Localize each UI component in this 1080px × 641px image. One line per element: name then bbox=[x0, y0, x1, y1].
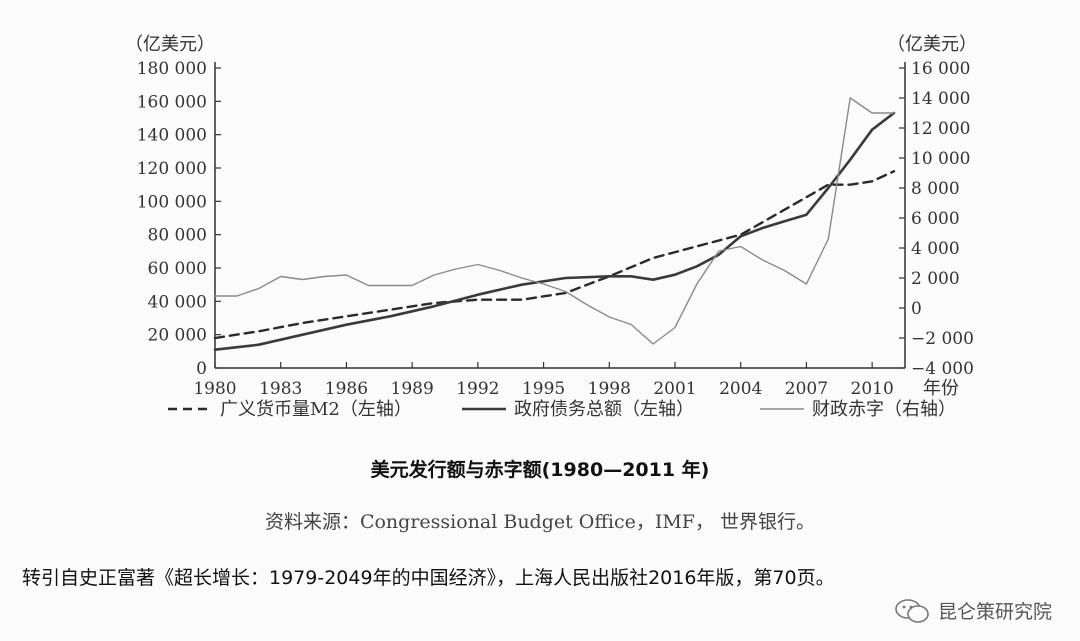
axes: 0 20 000 40 000 60 000 80 000 100 000 120 000 1… bbox=[125, 34, 977, 399]
right-tick-label: 8 000 bbox=[911, 179, 960, 199]
series-m2-line bbox=[213, 170, 896, 340]
legend-label: 政府债务总额（左轴） bbox=[514, 399, 694, 420]
brand-watermark: 昆仑策研究院 bbox=[894, 597, 1052, 624]
left-tick-label: 160 000 bbox=[137, 92, 207, 112]
chart: 0 20 000 40 000 60 000 80 000 100 000 120 000 1… bbox=[125, 34, 977, 420]
series-group bbox=[213, 97, 896, 352]
x-tick-label: 1983 bbox=[259, 379, 302, 399]
series-debt-line bbox=[213, 111, 896, 352]
left-tick-label: 140 000 bbox=[137, 126, 207, 146]
left-tick-label: 40 000 bbox=[148, 292, 207, 312]
legend: 广义货币量M2（左轴） 政府债务总额（左轴） 财政赤字（右轴） bbox=[168, 399, 956, 420]
x-tick-label: 2004 bbox=[719, 379, 762, 399]
right-tick-label: 2 000 bbox=[911, 269, 960, 289]
citation-note: 转引自史正富著《超长增长：1979-2049年的中国经济》，上海人民出版社201… bbox=[22, 567, 835, 589]
wechat-logo-icon bbox=[895, 598, 929, 623]
x-tick-label: 1995 bbox=[522, 379, 565, 399]
left-tick-label: 100 000 bbox=[137, 192, 207, 212]
right-tick-label: −4 000 bbox=[911, 359, 974, 379]
x-axis-label: 年份 bbox=[923, 378, 959, 399]
x-tick-label: 1980 bbox=[193, 379, 236, 399]
left-tick-label: 60 000 bbox=[148, 259, 207, 279]
legend-label: 广义货币量M2（左轴） bbox=[220, 399, 412, 420]
brand-name: 昆仑策研究院 bbox=[937, 601, 1052, 623]
right-tick-label: 14 000 bbox=[911, 89, 970, 109]
x-tick-label: 2010 bbox=[851, 379, 894, 399]
left-tick-label: 120 000 bbox=[137, 159, 207, 179]
right-tick-label: 16 000 bbox=[911, 59, 970, 79]
right-tick-label: 4 000 bbox=[911, 239, 960, 259]
right-tick-label: 0 bbox=[911, 299, 922, 319]
left-axis-unit: （亿美元） bbox=[125, 34, 215, 55]
legend-label: 财政赤字（右轴） bbox=[812, 399, 956, 420]
x-tick-label: 1992 bbox=[456, 379, 499, 399]
right-tick-label: −2 000 bbox=[911, 329, 974, 349]
left-tick-label: 20 000 bbox=[148, 326, 207, 346]
x-tick-label: 2001 bbox=[653, 379, 696, 399]
left-tick-label: 80 000 bbox=[148, 226, 207, 246]
right-tick-label: 12 000 bbox=[911, 119, 970, 139]
series-deficit-line bbox=[214, 97, 895, 345]
right-tick-label: 10 000 bbox=[911, 149, 970, 169]
x-tick-label: 2007 bbox=[785, 379, 828, 399]
x-tick-label: 1986 bbox=[325, 379, 368, 399]
x-tick-label: 1998 bbox=[588, 379, 631, 399]
left-tick-label: 0 bbox=[196, 359, 207, 379]
right-tick-label: 6 000 bbox=[911, 209, 960, 229]
right-axis-unit: （亿美元） bbox=[887, 34, 977, 55]
chart-title: 美元发行额与赤字额(1980—2011 年) bbox=[370, 459, 710, 481]
x-tick-label: 1989 bbox=[391, 379, 434, 399]
source-note: 资料来源：Congressional Budget Office，IMF， 世界… bbox=[264, 511, 816, 533]
left-tick-label: 180 000 bbox=[137, 59, 207, 79]
